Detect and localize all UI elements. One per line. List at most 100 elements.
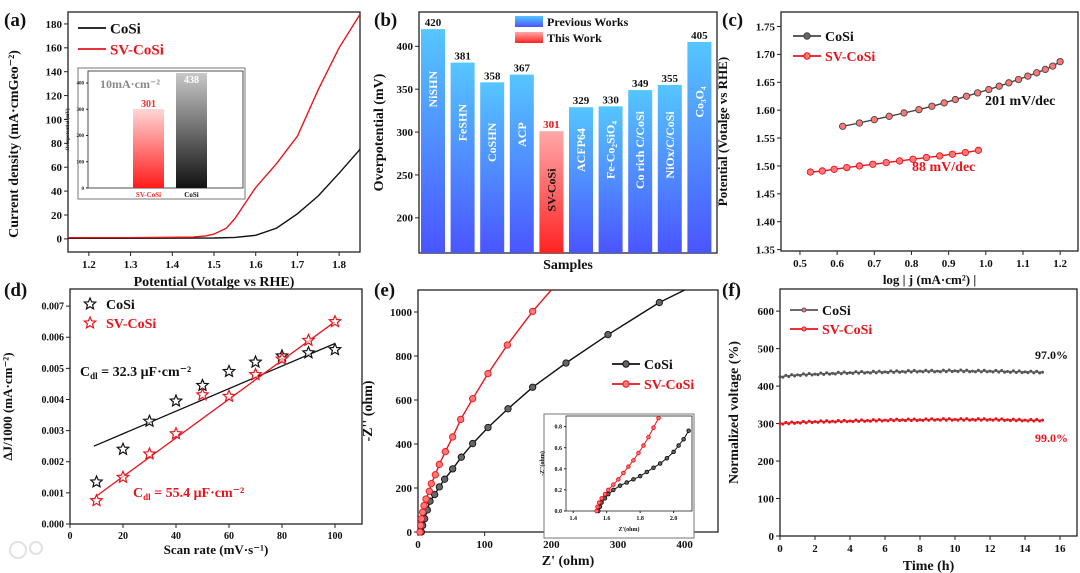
data-point: [936, 152, 944, 160]
data-point: [971, 369, 975, 373]
legend-label: CoSi: [822, 304, 851, 319]
data-point: [866, 419, 870, 423]
y-tick-label: 180: [46, 19, 63, 31]
data-point: [1035, 369, 1039, 373]
data-point: [686, 428, 691, 434]
data-point: [892, 419, 896, 423]
data-point: [813, 372, 817, 376]
data-point: [441, 448, 449, 456]
y-axis-label: -Z''(ohm): [539, 451, 546, 476]
bar: [480, 82, 505, 254]
legend-marker-icon: [801, 326, 807, 332]
y-tick-label: 0.0: [555, 509, 563, 515]
data-point: [1000, 369, 1004, 373]
data-point: [877, 418, 881, 422]
series-sv-cosi: [806, 146, 983, 176]
bar-value-label: 405: [691, 30, 708, 42]
data-point: [930, 368, 934, 372]
data-point: [927, 370, 931, 374]
data-point: [833, 420, 837, 424]
x-axis-label: Samples: [543, 258, 593, 273]
inset-title: 10mA·cm⁻²: [100, 77, 160, 91]
data-point: [1011, 417, 1015, 421]
y-tick-label: 0.002: [42, 457, 65, 468]
x-axis-label: Time (h): [903, 559, 955, 573]
data-point: [962, 92, 971, 100]
data-point: [831, 371, 835, 375]
x-tick-label: 2: [812, 543, 818, 555]
data-point: [968, 370, 972, 374]
data-point: [915, 419, 919, 423]
data-point: [449, 433, 457, 441]
data-point: [655, 298, 663, 307]
series-sv-cosi: [89, 314, 343, 507]
data-point: [928, 102, 936, 110]
data-point: [1020, 419, 1024, 423]
data-point: [985, 370, 989, 374]
data-point: [790, 420, 794, 424]
data-point: [1014, 419, 1018, 423]
data-point: [994, 368, 998, 372]
data-point: [1023, 370, 1027, 374]
data-point: [973, 89, 982, 97]
data-point: [915, 105, 923, 114]
data-point: [898, 370, 902, 374]
bar-sample-label: FeSHN: [456, 104, 470, 142]
y-tick-label: 800: [396, 351, 413, 363]
y-tick-label: 300: [758, 418, 775, 430]
data-point: [922, 153, 930, 162]
data-point: [979, 370, 983, 374]
plot-frame: [87, 70, 244, 189]
data-point: [947, 368, 951, 372]
y-axis-label: Potential (Votalge vs RHE): [715, 57, 730, 206]
bar-value-label: 438: [184, 75, 199, 86]
data-point: [793, 374, 797, 378]
legend-marker-icon: [803, 32, 811, 40]
y-tick-label: 0.2: [555, 488, 563, 494]
data-point: [903, 370, 907, 374]
legend-label: SV-CoSi: [110, 42, 164, 58]
y-tick-label: 80: [51, 138, 63, 150]
data-point: [974, 146, 983, 154]
x-tick-label: 4: [847, 543, 853, 555]
bar-7: 349 Co rich C/CoSi: [628, 78, 653, 253]
y-tick-label: 0.8: [555, 425, 563, 431]
y-tick-label: 0: [82, 187, 85, 192]
data-point: [877, 369, 881, 373]
y-axis-label: -Z'' (ohm): [361, 380, 376, 441]
data-point: [793, 421, 797, 425]
data-point: [886, 371, 890, 375]
data-point: [828, 372, 832, 376]
data-point: [1035, 417, 1039, 421]
data-point: [248, 354, 263, 369]
data-point: [880, 419, 884, 423]
legend-marker-icon: [622, 380, 630, 388]
y-tick-label: 200: [397, 213, 414, 225]
data-point: [860, 370, 864, 374]
bar-5: 329 ACFP64: [569, 95, 593, 254]
series-sv-cosi: [416, 289, 552, 536]
data-point: [327, 342, 343, 356]
bar-sample-label: ACP: [515, 122, 529, 147]
data-point: [420, 501, 428, 510]
data-point: [819, 371, 823, 375]
legend-item: CoSi: [793, 30, 854, 45]
legend-item: This Work: [515, 31, 602, 45]
data-point: [1017, 417, 1021, 421]
data-point: [836, 418, 840, 422]
bar-6: 330 Fe-Co₂SiO₄: [598, 94, 623, 253]
data-point: [602, 491, 608, 497]
data-point: [839, 420, 843, 424]
data-point: [868, 419, 872, 423]
data-point: [909, 370, 913, 374]
bar: [687, 42, 712, 253]
data-point: [804, 373, 808, 377]
data-point: [973, 418, 977, 422]
x-tick-label: 1.2: [1053, 258, 1067, 270]
panel-label: (f): [722, 280, 741, 301]
data-point: [626, 464, 631, 469]
data-point: [1026, 371, 1030, 375]
data-point: [810, 421, 814, 425]
data-point: [842, 418, 846, 422]
x-tick-label: 100: [327, 531, 342, 542]
